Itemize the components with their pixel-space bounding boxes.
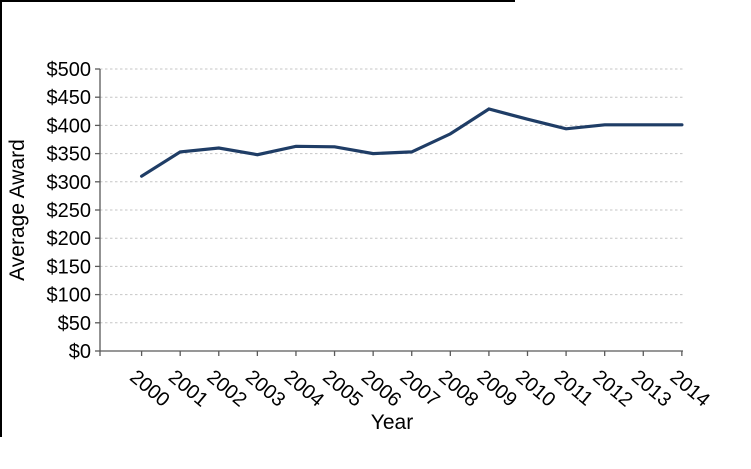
y-tick-label: $0 xyxy=(69,341,91,363)
x-tick-label: 2004 xyxy=(280,366,328,411)
x-tick-label: 2012 xyxy=(588,366,636,411)
y-tick-label: $300 xyxy=(47,172,92,194)
y-tick-label: $150 xyxy=(47,256,92,278)
figure-border-left xyxy=(0,0,2,437)
y-tick-label: $250 xyxy=(47,200,92,222)
x-tick-label: 2013 xyxy=(627,366,675,411)
tick-labels-group: $0 $50 $100 $150 $200 $250 $300 $350 $400 $450 $50… xyxy=(47,59,714,411)
x-tick-label: 2001 xyxy=(164,366,212,411)
x-tick-label: 2010 xyxy=(511,366,559,411)
y-tick-label: $50 xyxy=(58,313,91,335)
y-tick-label: $450 xyxy=(47,87,92,109)
axes-group xyxy=(95,68,683,356)
y-tick-label: $350 xyxy=(47,144,92,166)
average-award-line xyxy=(140,107,684,178)
x-tick-label: 2003 xyxy=(241,366,289,411)
x-tick-label: 2011 xyxy=(550,366,597,411)
gridlines-group xyxy=(100,68,683,324)
y-axis-title: Average Award xyxy=(6,139,29,281)
x-tick-label: 2005 xyxy=(318,366,366,411)
x-tick-label: 2000 xyxy=(125,366,173,411)
x-tick-label: 2006 xyxy=(357,366,405,411)
series-group xyxy=(140,107,684,178)
x-tick-label: 2014 xyxy=(666,366,714,411)
x-tick-label: 2009 xyxy=(473,366,521,411)
x-tick-label: 2002 xyxy=(203,366,251,411)
y-tick-label: $500 xyxy=(47,59,92,81)
y-tick-label: $400 xyxy=(47,115,92,137)
x-tick-label: 2007 xyxy=(396,366,444,411)
x-axis-title: Year xyxy=(371,411,413,434)
x-tick-label: 2008 xyxy=(434,366,482,411)
figure-border-top xyxy=(0,0,515,2)
y-tick-label: $100 xyxy=(47,285,92,307)
y-tick-label: $200 xyxy=(47,228,92,250)
